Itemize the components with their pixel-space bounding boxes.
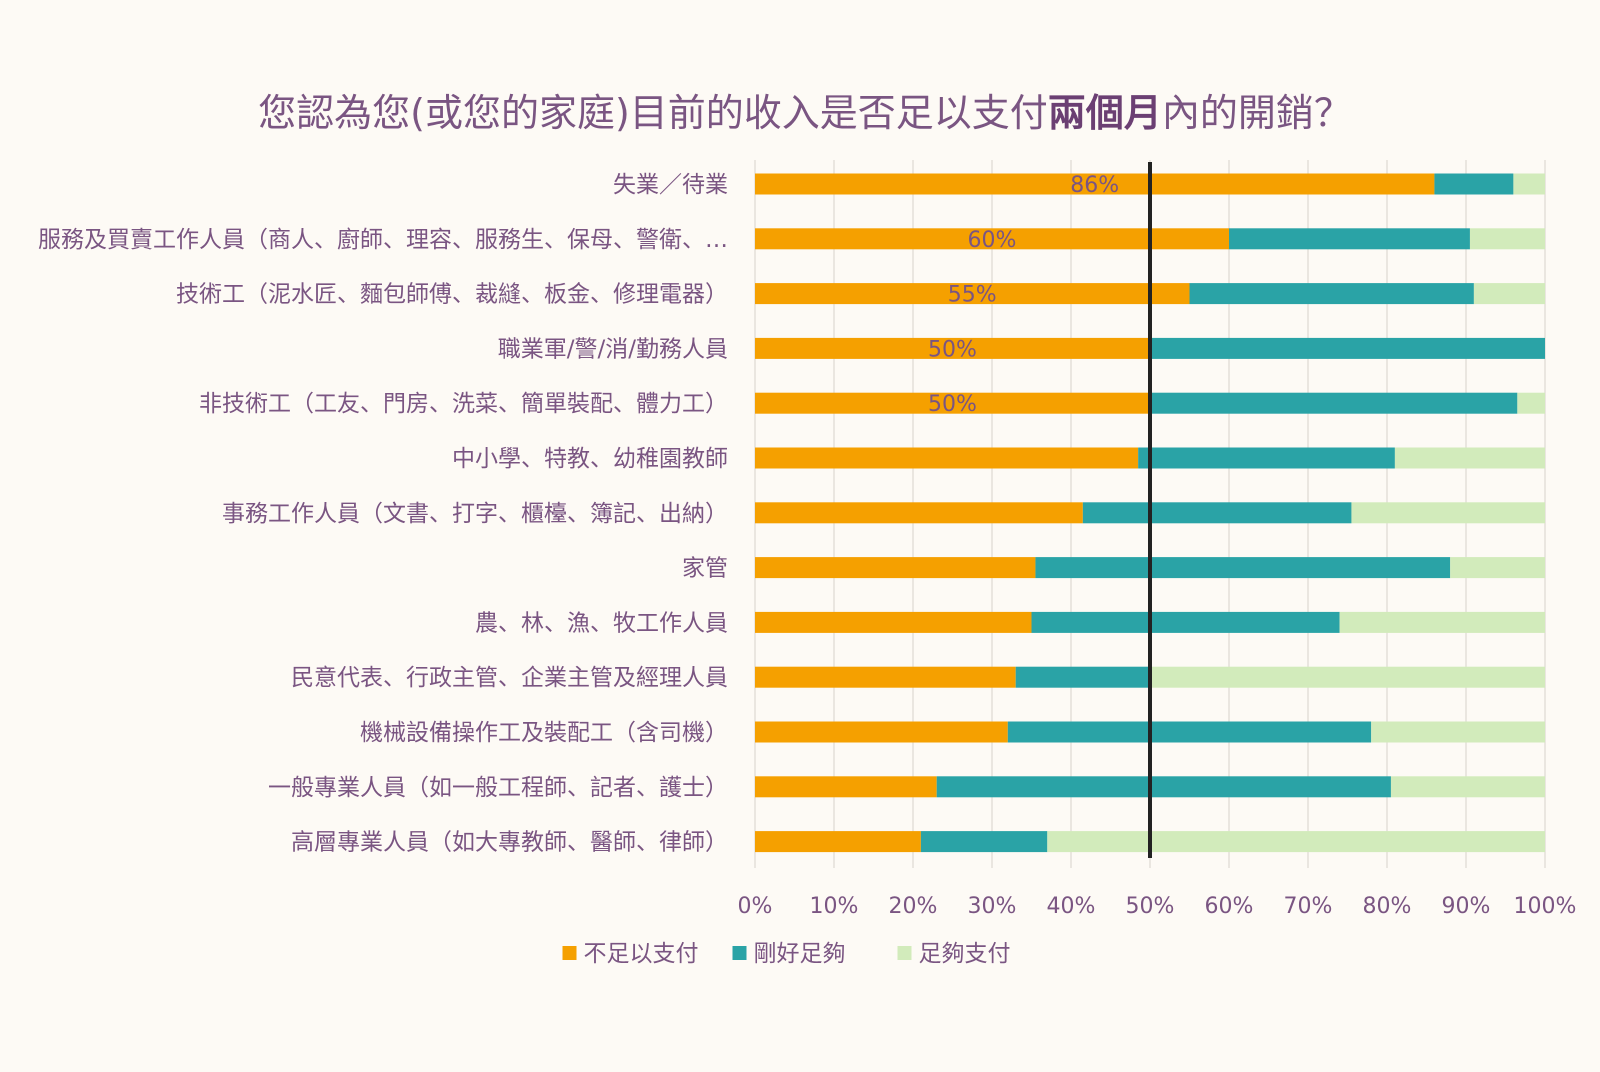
category-label: 失業／待業 (613, 172, 728, 198)
category-label: 民意代表、行政主管、企業主管及經理人員 (291, 665, 728, 691)
bar-segment-series-1 (1189, 283, 1474, 305)
bar-segment-series-2 (1450, 557, 1545, 579)
bar-segment-series-1 (1007, 721, 1372, 743)
x-tick-label: 0% (738, 894, 773, 919)
bar-segment-series-0 (755, 228, 1229, 250)
title-suffix: 內的開銷？ (1162, 91, 1352, 135)
data-label: 55% (948, 283, 997, 308)
legend-label: 足夠支付 (919, 941, 1011, 967)
bar-segment-series-1 (1035, 557, 1451, 579)
bar-segment-series-1 (1150, 392, 1518, 414)
bar-segment-series-2 (1469, 228, 1545, 250)
bar-segment-series-2 (1339, 611, 1545, 633)
bar-segment-series-1 (1082, 502, 1352, 524)
category-label: 農、林、漁、牧工作人員 (475, 610, 728, 636)
data-label: 60% (968, 228, 1017, 253)
legend: 不足以支付 剛好足夠 足夠支付 (562, 941, 1011, 967)
category-label: 非技術工（工友、門房、洗菜、簡單裝配、體力工） (199, 391, 728, 417)
legend-label: 剛好足夠 (754, 941, 846, 967)
bar-segment-series-0 (755, 831, 921, 853)
chart-title: 您認為您(或您的家庭)目前的收入是否足以支付兩個月內的開銷？ (258, 91, 1352, 135)
x-tick-label: 60% (1205, 894, 1254, 919)
bar-segment-series-1 (920, 831, 1048, 853)
category-label: 一般專業人員（如一般工程師、記者、護士） (268, 775, 728, 801)
bar-segment-series-1 (1015, 666, 1150, 688)
category-label: 服務及買賣工作人員（商人、廚師、理容、服務生、保母、警衛、… (38, 227, 728, 253)
legend-swatch (732, 946, 747, 960)
x-axis-ticks: 0% 10% 20% 30% 40% 50% 60% 70% 80% 90% 100% (738, 894, 1577, 919)
bar-segment-series-2 (1047, 831, 1545, 853)
bar-segment-series-0 (755, 557, 1036, 579)
bar-segment-series-0 (755, 392, 1150, 414)
title-bold: 兩個月 (1048, 91, 1162, 135)
bar-segment-series-2 (1390, 776, 1545, 798)
bar-segment-series-1 (1229, 228, 1470, 250)
x-tick-label: 10% (810, 894, 859, 919)
bar-segment-series-0 (755, 173, 1435, 195)
x-tick-label: 100% (1514, 894, 1577, 919)
title-prefix: 您認為您(或您的家庭)目前的收入是否足以支付 (258, 91, 1048, 135)
category-label: 機械設備操作工及裝配工（含司機） (360, 720, 728, 746)
x-tick-label: 50% (1126, 894, 1175, 919)
bar-segment-series-2 (1473, 283, 1545, 305)
data-label: 86% (1070, 173, 1119, 198)
bar-segment-series-2 (1351, 502, 1545, 524)
bar-segment-series-1 (936, 776, 1391, 798)
x-tick-label: 40% (1047, 894, 1096, 919)
bar-segment-series-0 (755, 721, 1008, 743)
bar-segment-series-0 (755, 666, 1016, 688)
bar-segment-series-1 (1138, 447, 1395, 469)
x-tick-label: 30% (968, 894, 1017, 919)
x-tick-label: 90% (1442, 894, 1491, 919)
bar-segment-series-2 (1517, 392, 1545, 414)
x-tick-label: 20% (889, 894, 938, 919)
bar-segment-series-1 (1150, 337, 1545, 359)
bar-segment-series-0 (755, 776, 937, 798)
bar-segment-series-2 (1150, 666, 1545, 688)
category-label: 中小學、特教、幼稚園教師 (452, 446, 728, 472)
category-label: 高層專業人員（如大專教師、醫師、律師） (291, 830, 728, 856)
bar-segment-series-2 (1513, 173, 1545, 195)
x-tick-label: 70% (1284, 894, 1333, 919)
x-tick-label: 80% (1363, 894, 1412, 919)
data-labels: 86% 60% 55% 50% 50% (928, 173, 1119, 417)
bar-segment-series-1 (1031, 611, 1340, 633)
bars (755, 173, 1545, 853)
data-label: 50% (928, 392, 977, 417)
bar-segment-series-2 (1394, 447, 1545, 469)
bar-segment-series-0 (755, 447, 1139, 469)
bar-segment-series-0 (755, 611, 1032, 633)
bar-segment-series-2 (1371, 721, 1545, 743)
category-label: 事務工作人員（文書、打字、櫃檯、簿記、出納） (222, 501, 728, 527)
category-label: 家管 (682, 556, 728, 582)
legend-label: 不足以支付 (584, 941, 699, 967)
bar-segment-series-1 (1434, 173, 1514, 195)
category-label: 職業軍/警/消/勤務人員 (498, 336, 728, 362)
bar-segment-series-0 (755, 337, 1150, 359)
legend-swatch (897, 946, 912, 960)
bar-segment-series-0 (755, 502, 1083, 524)
legend-swatch (562, 946, 577, 960)
category-label: 技術工（泥水匠、麵包師傅、裁縫、板金、修理電器） (176, 282, 728, 308)
data-label: 50% (928, 337, 977, 362)
bar-segment-series-0 (755, 283, 1190, 305)
